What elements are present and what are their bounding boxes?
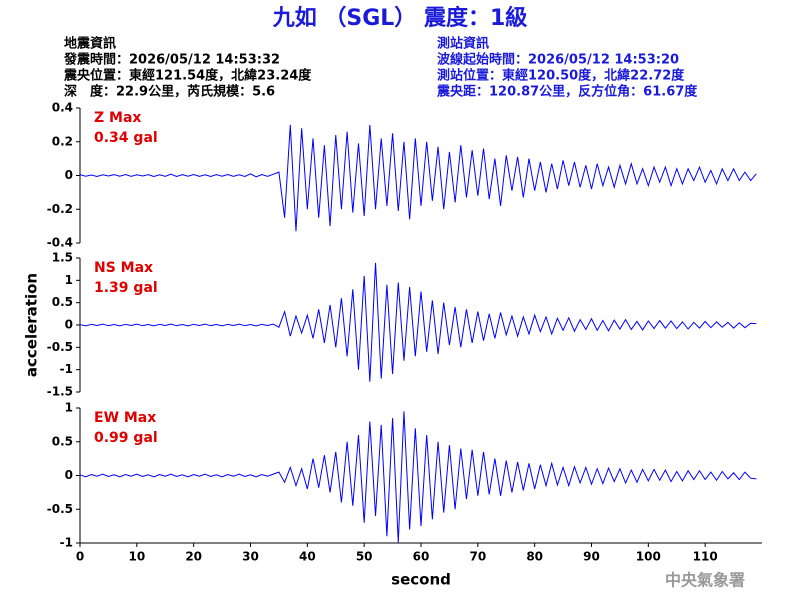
waveform [79,124,757,232]
info-line: 震央位置：東經121.54度，北緯23.24度 [63,68,312,84]
x-tick-label: 0 [76,550,84,564]
footer: 中央氣象署 [665,571,745,590]
annotation: Z Max [94,110,141,126]
y-tick-label: 0 [65,468,73,482]
y-tick-label: 0 [65,318,73,332]
y-tick-label: -0.5 [47,502,73,516]
annotation: 0.34 gal [94,130,158,146]
y-tick-label: 0 [65,168,73,182]
y-tick-label: 1 [65,401,73,415]
info-line: 發震時間：2026/05/12 14:53:32 [63,52,280,68]
y-tick-label: 0.5 [52,295,73,309]
x-tick-label: 20 [185,550,202,564]
y-tick-label: 0.2 [52,134,73,148]
y-tick-label: -0.2 [47,202,73,216]
y-tick-label: 0.4 [52,101,73,115]
x-tick-label: 10 [128,550,145,564]
x-tick-label: 40 [299,550,316,564]
y-tick-label: 1 [65,273,73,287]
y-tick-label: 1.5 [52,251,73,265]
y-axis-label: acceleration [23,273,41,377]
x-tick-label: 90 [583,550,600,564]
waveform [79,262,757,382]
annotation: 0.99 gal [94,430,158,446]
info-line: 波線起始時間：2026/05/12 14:53:20 [437,52,679,68]
y-tick-label: -1 [60,536,73,550]
info-line: 地震資訊 [64,36,116,52]
info-line: 深 度：22.9公里，芮氏規模：5.6 [64,84,275,100]
y-tick-label: -1.5 [47,385,73,399]
waveform [79,411,757,543]
y-tick-label: -0.5 [47,340,73,354]
info-line: 震央距：120.87公里，反方位角：61.67度 [436,84,698,100]
annotation: 1.39 gal [94,280,158,296]
x-tick-label: 60 [413,550,430,564]
y-tick-label: -1 [60,362,73,376]
annotation: EW Max [94,410,156,426]
x-tick-label: 80 [526,550,543,564]
x-tick-label: 110 [693,550,718,564]
x-axis-label: second [391,571,451,589]
x-tick-label: 50 [356,550,373,564]
x-tick-label: 70 [469,550,486,564]
y-tick-label: -0.4 [47,236,73,250]
annotation: NS Max [94,260,153,276]
x-tick-label: 30 [242,550,259,564]
chart-title: 九如 （SGL） 震度：1級 [272,5,528,31]
x-tick-label: 100 [636,550,661,564]
info-line: 測站位置：東經120.50度，北緯22.72度 [437,68,685,84]
quake-info: 地震資訊 發震時間：2026/05/12 14:53:32 震央位置：東經121… [63,36,312,100]
info-line: 測站資訊 [437,36,489,52]
station-info: 測站資訊 波線起始時間：2026/05/12 14:53:20 測站位置：東經1… [436,36,698,100]
y-tick-label: 0.5 [52,434,73,448]
